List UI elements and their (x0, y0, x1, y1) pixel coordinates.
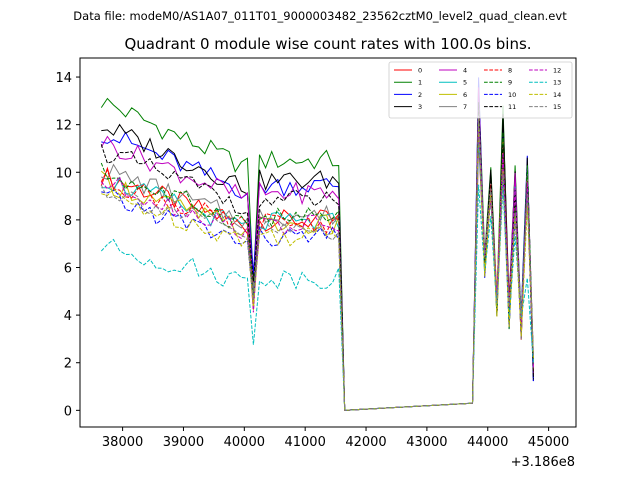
x-tick-label: 43000 (406, 435, 447, 450)
y-tick-label: 2 (64, 357, 72, 372)
x-tick-label: 39000 (163, 435, 204, 450)
y-axis: 0 2 4 6 8 10 12 14 (55, 71, 80, 419)
legend-label-2: 2 (418, 91, 422, 99)
x-tick-label: 42000 (345, 435, 386, 450)
y-tick-label: 12 (55, 119, 72, 134)
series-line-11 (100, 102, 534, 411)
series-line-13 (100, 184, 534, 411)
legend-label-0: 0 (418, 66, 422, 74)
series-line-8 (100, 123, 534, 411)
series-line-15 (100, 115, 534, 411)
legend-label-12: 12 (553, 66, 561, 74)
file-suptitle: Data file: modeM0/AS1A07_011T01_90000034… (73, 9, 567, 23)
y-tick-label: 14 (55, 71, 72, 86)
x-tick-label: 41000 (284, 435, 325, 450)
series-line-6 (100, 117, 534, 411)
series-line-1 (100, 83, 534, 411)
x-axis: 38000 39000 40000 41000 42000 43000 44000 45000 (102, 427, 569, 450)
y-tick-label: 10 (55, 166, 72, 181)
legend-label-6: 6 (463, 91, 467, 99)
series-line-2 (101, 77, 534, 411)
x-tick-label: 40000 (224, 435, 265, 450)
x-tick-label: 44000 (467, 435, 508, 450)
legend-label-7: 7 (463, 103, 467, 111)
series-line-14 (101, 116, 534, 411)
plot-frame (79, 57, 577, 428)
y-tick-label: 8 (64, 214, 72, 229)
legend-label-8: 8 (508, 66, 512, 74)
legend-box (388, 61, 573, 119)
y-tick-label: 6 (64, 261, 72, 276)
x-tick-label: 38000 (102, 435, 143, 450)
series-layer (100, 77, 534, 411)
legend-label-5: 5 (463, 79, 467, 87)
legend-label-10: 10 (508, 91, 516, 99)
chart-title: Quadrant 0 module wise count rates with … (124, 35, 531, 53)
legend-label-13: 13 (553, 79, 561, 87)
y-tick-label: 0 (64, 404, 72, 419)
legend-label-9: 9 (508, 79, 512, 87)
series-line-4 (100, 87, 534, 411)
x-tick-label: 45000 (528, 435, 569, 450)
legend-label-4: 4 (463, 66, 467, 74)
series-line-7 (101, 121, 534, 411)
legend-label-1: 1 (418, 79, 422, 87)
series-line-3 (101, 110, 534, 411)
y-tick-label: 4 (64, 309, 72, 324)
x-offset-label: +3.186e8 (511, 455, 575, 470)
legend-label-14: 14 (553, 91, 561, 99)
series-line-5 (101, 137, 534, 411)
legend-label-11: 11 (508, 103, 516, 111)
legend-label-15: 15 (553, 103, 561, 111)
legend-label-3: 3 (418, 103, 422, 111)
